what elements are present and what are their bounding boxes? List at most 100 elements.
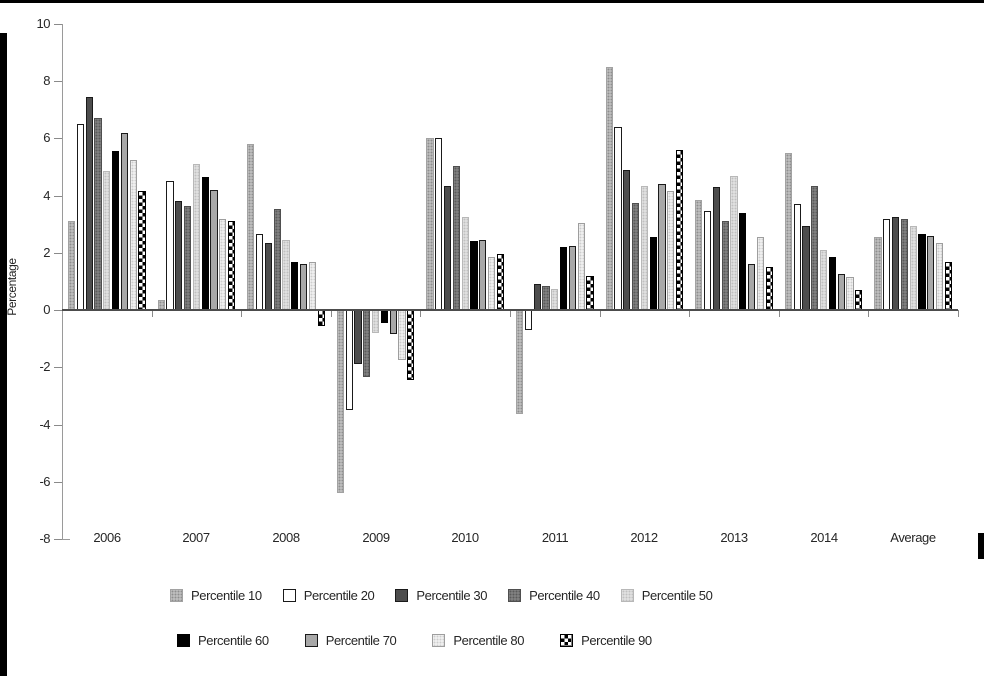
bar-percentile-50-2006 bbox=[103, 171, 111, 311]
x-category-label: 2011 bbox=[541, 530, 569, 545]
bar-percentile-90-2012 bbox=[675, 149, 684, 311]
legend-label: Percentile 60 bbox=[198, 633, 269, 648]
legend-label: Percentile 40 bbox=[529, 588, 600, 603]
bar-percentile-10-2012 bbox=[605, 66, 613, 311]
bar-percentile-30-2007 bbox=[175, 201, 183, 311]
bar-percentile-40-2007 bbox=[183, 205, 192, 311]
bar-percentile-90-2014 bbox=[855, 290, 863, 311]
x-category-label: 2014 bbox=[810, 530, 838, 545]
legend-label: Percentile 90 bbox=[581, 633, 652, 648]
bar-percentile-40-2008 bbox=[273, 208, 281, 311]
y-axis-line bbox=[62, 24, 63, 539]
bar-percentile-60-2014 bbox=[828, 257, 837, 311]
x-boundary-tick bbox=[600, 310, 601, 317]
bar-percentile-60-2010 bbox=[470, 241, 478, 311]
bar-percentile-50-2014 bbox=[819, 250, 828, 311]
bar-percentile-50-2008 bbox=[282, 240, 290, 311]
bar-percentile-70-2007 bbox=[210, 189, 218, 311]
bar-percentile-90-2008 bbox=[317, 310, 325, 326]
bar-percentile-20-2006 bbox=[76, 124, 85, 311]
legend-label: Percentile 70 bbox=[325, 633, 397, 648]
bar-percentile-50-2009 bbox=[371, 310, 380, 333]
bar-percentile-20-2010 bbox=[435, 138, 443, 311]
legend-label: Percentile 50 bbox=[641, 588, 713, 603]
bar-percentile-70-average bbox=[927, 235, 935, 311]
legend-swatch-percentile-60 bbox=[177, 634, 190, 647]
y-tick-label: 4 bbox=[43, 188, 50, 203]
screen-edge-top bbox=[0, 0, 984, 3]
bar-percentile-70-2013 bbox=[747, 264, 756, 311]
y-axis-foot bbox=[62, 539, 70, 540]
bar-percentile-90-2009 bbox=[407, 310, 415, 381]
bar-percentile-10-2008 bbox=[247, 144, 255, 311]
x-boundary-tick bbox=[958, 310, 959, 317]
legend-item-percentile-40: Percentile 40 bbox=[508, 588, 600, 603]
legend-item-percentile-50: Percentile 50 bbox=[620, 588, 713, 603]
bar-percentile-90-average bbox=[944, 261, 953, 311]
y-tick bbox=[54, 482, 62, 483]
bar-percentile-40-2013 bbox=[721, 221, 729, 311]
bar-percentile-60-average bbox=[918, 234, 926, 311]
bar-percentile-20-2007 bbox=[166, 181, 174, 311]
bar-percentile-80-2009 bbox=[398, 310, 406, 361]
bar-percentile-50-average bbox=[909, 225, 917, 311]
legend-swatch-percentile-20 bbox=[282, 589, 296, 602]
y-tick bbox=[54, 310, 62, 311]
y-tick bbox=[54, 539, 62, 540]
legend-row-2: Percentile 60 Percentile 70 Percentile 80 P… bbox=[177, 633, 652, 648]
bar-percentile-60-2012 bbox=[649, 237, 657, 311]
y-tick-label: -2 bbox=[39, 359, 50, 374]
bar-percentile-10-2014 bbox=[784, 152, 793, 311]
y-tick bbox=[54, 367, 62, 368]
legend-item-percentile-80: Percentile 80 bbox=[432, 633, 524, 648]
bar-percentile-60-2007 bbox=[201, 177, 209, 311]
y-tick-label: 10 bbox=[36, 16, 51, 31]
legend-swatch-percentile-30 bbox=[395, 589, 409, 602]
bar-percentile-60-2013 bbox=[739, 212, 747, 311]
bar-percentile-70-2010 bbox=[479, 240, 487, 311]
bar-percentile-10-2011 bbox=[515, 310, 524, 415]
bar-percentile-50-2007 bbox=[192, 164, 201, 311]
y-tick-label: 6 bbox=[43, 130, 50, 145]
bar-percentile-40-2011 bbox=[542, 285, 550, 311]
legend-item-percentile-30: Percentile 30 bbox=[395, 588, 487, 603]
y-tick-label: -4 bbox=[39, 417, 50, 432]
zero-axis-line bbox=[62, 309, 958, 311]
y-tick-label: -8 bbox=[39, 531, 50, 546]
screen-edge-right bbox=[978, 533, 984, 559]
bar-percentile-80-2010 bbox=[487, 257, 496, 311]
bar-percentile-90-2006 bbox=[138, 191, 146, 311]
y-tick-label: -6 bbox=[39, 474, 50, 489]
bar-percentile-90-2010 bbox=[496, 254, 505, 311]
bar-percentile-70-2014 bbox=[837, 274, 845, 311]
bar-percentile-70-2012 bbox=[658, 184, 666, 311]
y-tick bbox=[54, 24, 62, 25]
bar-percentile-30-2012 bbox=[623, 169, 631, 311]
x-boundary-tick bbox=[868, 310, 869, 317]
bar-percentile-20-2011 bbox=[524, 310, 533, 331]
legend-item-percentile-60: Percentile 60 bbox=[177, 633, 269, 648]
bar-percentile-20-2012 bbox=[614, 127, 622, 311]
bar-percentile-30-average bbox=[891, 217, 900, 311]
x-category-label: 2009 bbox=[362, 530, 390, 545]
bar-percentile-10-2006 bbox=[67, 221, 76, 311]
x-category-label: 2012 bbox=[630, 530, 658, 545]
bar-percentile-80-2012 bbox=[667, 191, 675, 311]
x-boundary-tick bbox=[152, 310, 153, 317]
legend-item-percentile-20: Percentile 20 bbox=[282, 588, 375, 603]
bar-percentile-80-2006 bbox=[129, 159, 137, 311]
x-category-label: 2007 bbox=[182, 530, 210, 545]
bar-percentile-10-2010 bbox=[426, 138, 434, 311]
bar-percentile-90-2007 bbox=[227, 221, 236, 311]
bar-percentile-80-2007 bbox=[219, 218, 227, 311]
x-boundary-tick bbox=[331, 310, 332, 317]
bar-percentile-80-2008 bbox=[308, 261, 317, 311]
x-boundary-tick bbox=[689, 310, 690, 317]
bar-percentile-20-2008 bbox=[255, 234, 264, 311]
y-tick bbox=[54, 253, 62, 254]
x-boundary-tick bbox=[779, 310, 780, 317]
bar-percentile-40-2014 bbox=[811, 185, 819, 311]
bar-percentile-30-2010 bbox=[443, 185, 452, 311]
bar-percentile-60-2009 bbox=[380, 310, 389, 323]
